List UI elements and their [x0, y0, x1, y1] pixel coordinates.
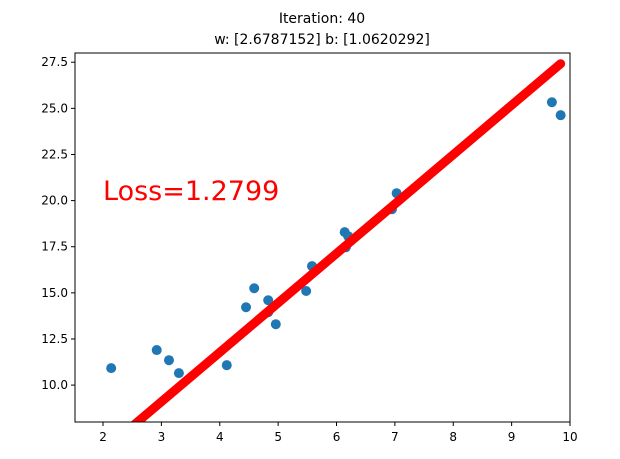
data-point — [546, 97, 557, 108]
chart-title-line2: w: [2.6787152] b: [1.0620292] — [214, 32, 430, 48]
y-tick-label: 17.5 — [41, 240, 68, 254]
data-point — [555, 110, 566, 121]
y-tick-label: 15.0 — [41, 286, 68, 300]
scatter-points — [106, 97, 566, 379]
data-point — [163, 355, 174, 366]
x-tick-label: 6 — [333, 430, 341, 444]
loss-annotation: Loss=1.2799 — [103, 176, 279, 207]
data-point — [106, 363, 117, 374]
x-tick-label: 10 — [562, 430, 577, 444]
fit-line-segment — [130, 59, 566, 422]
y-tick-label: 22.5 — [41, 147, 68, 161]
data-point — [263, 295, 274, 306]
fit-line — [130, 59, 566, 422]
x-tick-label: 8 — [449, 430, 457, 444]
y-tick-label: 20.0 — [41, 194, 68, 208]
x-tick-label: 3 — [158, 430, 166, 444]
chart-title-line1: Iteration: 40 — [279, 11, 365, 27]
data-point — [173, 368, 184, 379]
y-ticks: 10.0 12.5 15.0 17.5 20.0 22.5 25.0 27.5 — [41, 55, 75, 392]
x-tick-label: 4 — [216, 430, 224, 444]
data-point — [221, 360, 232, 371]
y-tick-label: 25.0 — [41, 101, 68, 115]
data-point — [301, 286, 312, 297]
axes-frame — [74, 52, 571, 423]
data-point — [241, 302, 252, 313]
x-tick-label: 5 — [274, 430, 282, 444]
y-tick-label: 27.5 — [41, 55, 68, 69]
data-point — [151, 345, 162, 356]
y-tick-label: 12.5 — [41, 332, 68, 346]
data-point — [249, 283, 260, 294]
x-tick-label: 7 — [391, 430, 399, 444]
x-ticks: 2 3 4 5 6 7 8 9 10 — [99, 422, 578, 444]
x-tick-label: 2 — [99, 430, 107, 444]
data-point — [270, 319, 281, 330]
x-tick-label: 9 — [508, 430, 516, 444]
y-tick-label: 10.0 — [41, 378, 68, 392]
